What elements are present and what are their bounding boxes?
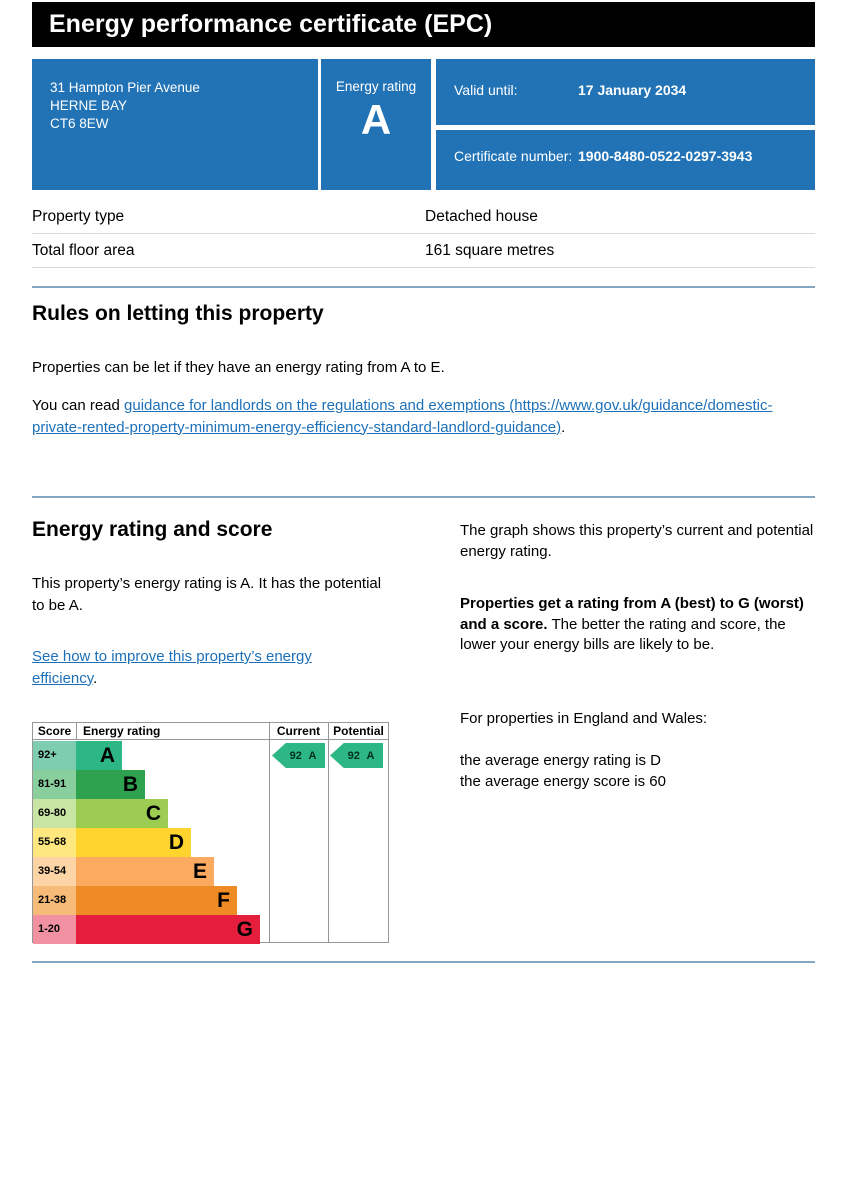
epc-band-bar: A [76,741,122,770]
valid-until-row: Valid until: 17 January 2034 [436,59,815,125]
table-row: Property type Detached house [32,200,815,234]
guidance-link-suffix: . [561,418,566,436]
table-row: Total floor area 161 square metres [32,234,815,268]
improve-link-suffix: . [93,669,98,687]
section-divider [32,496,815,498]
section-divider [32,286,815,288]
epc-band-row: 1-20 G [33,915,269,944]
certificate-number-label: Certificate number: [454,148,573,164]
certificate-number-value: 1900-8480-0522-0297-3943 [578,148,753,164]
epc-band-bar: E [76,857,214,886]
rules-section-heading: Rules on letting this property [32,302,324,325]
epc-band-row: 81-91 B [33,770,269,799]
average-score-line: the average energy score is 60 [460,772,666,790]
improve-efficiency-link[interactable]: See how to improve this property’s energ… [32,648,312,687]
certificate-number-row: Certificate number: 1900-8480-0522-0297-… [436,130,815,190]
rating-section-heading: Energy rating and score [32,518,273,541]
potential-rating-arrow: 92 A [330,743,383,768]
epc-band-bar: B [76,770,145,799]
epc-band-score: 92+ [33,741,76,770]
energy-rating-column-header: Energy rating [83,724,161,738]
score-column-header: Score [37,724,72,738]
address-line-3: CT6 8EW [50,116,109,131]
certificate-meta: Valid until: 17 January 2034 Certificate… [436,59,815,190]
england-wales-paragraph: For properties in England and Wales: [460,710,708,727]
rating-explanation-rest: The better the rating and score, the low… [460,615,786,654]
epc-band-score: 1-20 [33,915,76,944]
section-divider [32,961,815,963]
epc-band-score: 55-68 [33,828,76,857]
epc-band-bar: G [76,915,260,944]
floor-area-value: 161 square metres [425,241,555,259]
epc-band-score: 21-38 [33,886,76,915]
epc-band-score: 69-80 [33,799,76,828]
graph-description-paragraph: The graph shows this property’s current … [460,522,814,560]
average-rating-line: the average energy rating is D [460,752,661,769]
epc-band-row: 55-68 D [33,828,269,857]
epc-band-score: 81-91 [33,770,76,799]
certificate-summary-panel: 31 Hampton Pier Avenue HERNE BAY CT6 8EW… [32,59,815,190]
floor-area-label: Total floor area [32,241,135,259]
rating-explanation-bold: Properties get a rating from A (best) to… [460,595,804,633]
property-details-table: Property type Detached house Total floor… [32,200,815,268]
guidance-link-prefix: You can read [32,397,125,414]
rules-guidance-paragraph: You can read guidance for landlords on t… [32,395,815,438]
current-column-header: Current [276,724,321,738]
epc-band-row: 69-80 C [33,799,269,828]
epc-band-bar: C [76,799,168,828]
epc-band-bar: F [76,886,237,915]
epc-band-score: 39-54 [33,857,76,886]
epc-band-bar: D [76,828,191,857]
epc-chart-header: Score Energy rating Current Potential [33,723,388,740]
property-address: 31 Hampton Pier Avenue HERNE BAY CT6 8EW [32,59,318,190]
epc-band-row: 39-54 E [33,857,269,886]
valid-until-value: 17 January 2034 [578,82,687,98]
epc-band-row: 92+ A [33,741,269,770]
epc-chart-rows: 92+ A 81-91 B 69-80 C 55-68 D 39-54 E 21-38 F 1-20 G [33,741,269,944]
rating-summary-paragraph: This property’s energy rating is A. It h… [32,575,382,614]
address-line-2: HERNE BAY [50,98,128,113]
energy-rating-cell: Energy rating A [321,59,431,190]
valid-until-label: Valid until: [454,82,518,98]
epc-rating-chart: Score Energy rating Current Potential 92… [32,722,389,944]
address-line-1: 31 Hampton Pier Avenue [50,80,200,95]
rating-explanation-paragraph: Properties get a rating from A (best) to… [460,594,818,656]
potential-column-header: Potential [333,724,384,738]
energy-rating-label: Energy rating [335,79,417,94]
energy-rating-value: A [360,96,392,143]
property-type-value: Detached house [425,207,538,225]
column-divider [76,723,77,740]
page-title: Energy performance certificate (EPC) [32,2,815,47]
epc-band-row: 21-38 F [33,886,269,915]
averages-paragraph: the average energy rating is D the avera… [460,751,818,792]
landlord-guidance-link[interactable]: guidance for landlords on the regulation… [32,397,773,436]
current-rating-arrow: 92 A [272,743,325,768]
column-divider [269,723,270,942]
rules-paragraph: Properties can be let if they have an en… [32,359,445,376]
column-divider [328,723,329,942]
property-type-label: Property type [32,207,125,225]
improve-efficiency-paragraph: See how to improve this property’s energ… [32,646,377,689]
